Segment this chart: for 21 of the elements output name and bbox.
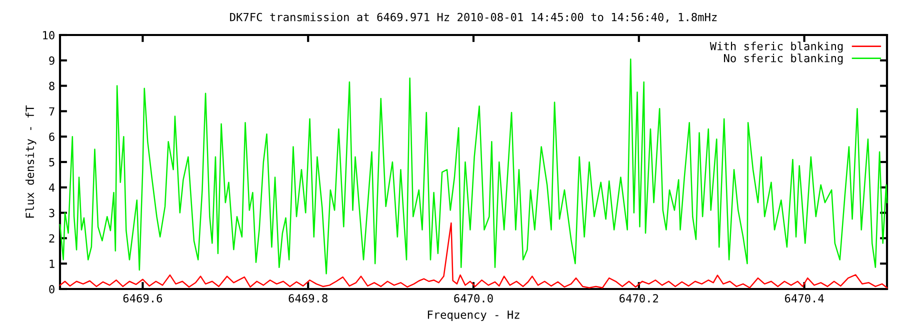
y-tick-label: 5 (49, 158, 54, 166)
y-tick-label: 10 (43, 31, 54, 40)
x-tick-label: 6469.6 (123, 294, 162, 303)
chart-title: DK7FC transmission at 6469.971 Hz 2010-08-01 14:45:00 to 14:56:40, 1.8mHz (230, 12, 717, 23)
x-tick-label: 6470.4 (784, 294, 824, 303)
x-tick-label: 6469.8 (288, 294, 328, 303)
legend-label: With sferic blanking (710, 42, 843, 53)
x-tick-label: 6470.2 (620, 294, 658, 303)
y-tick-label: 1 (50, 260, 54, 268)
x-axis-title: Frequency - Hz (428, 310, 520, 322)
y-tick-label: 8 (49, 82, 54, 90)
y-tick-label: 4 (49, 184, 55, 192)
y-tick-label: 3 (49, 208, 54, 218)
y-tick-label: 2 (49, 234, 54, 242)
x-tick-label: 6470.0 (454, 294, 493, 303)
legend-label: No sferic blanking (724, 54, 843, 65)
y-tick-label: 0 (49, 285, 54, 294)
y-tick-label: 7 (49, 107, 54, 116)
y-tick-label: 6 (49, 132, 54, 142)
y-tick-label: 9 (49, 56, 54, 65)
y-axis-title: Flux density - fT (25, 105, 36, 218)
